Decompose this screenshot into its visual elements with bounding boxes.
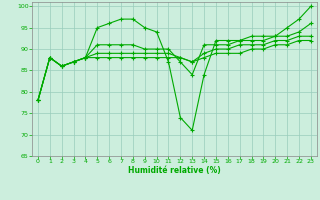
X-axis label: Humidité relative (%): Humidité relative (%) [128,166,221,175]
